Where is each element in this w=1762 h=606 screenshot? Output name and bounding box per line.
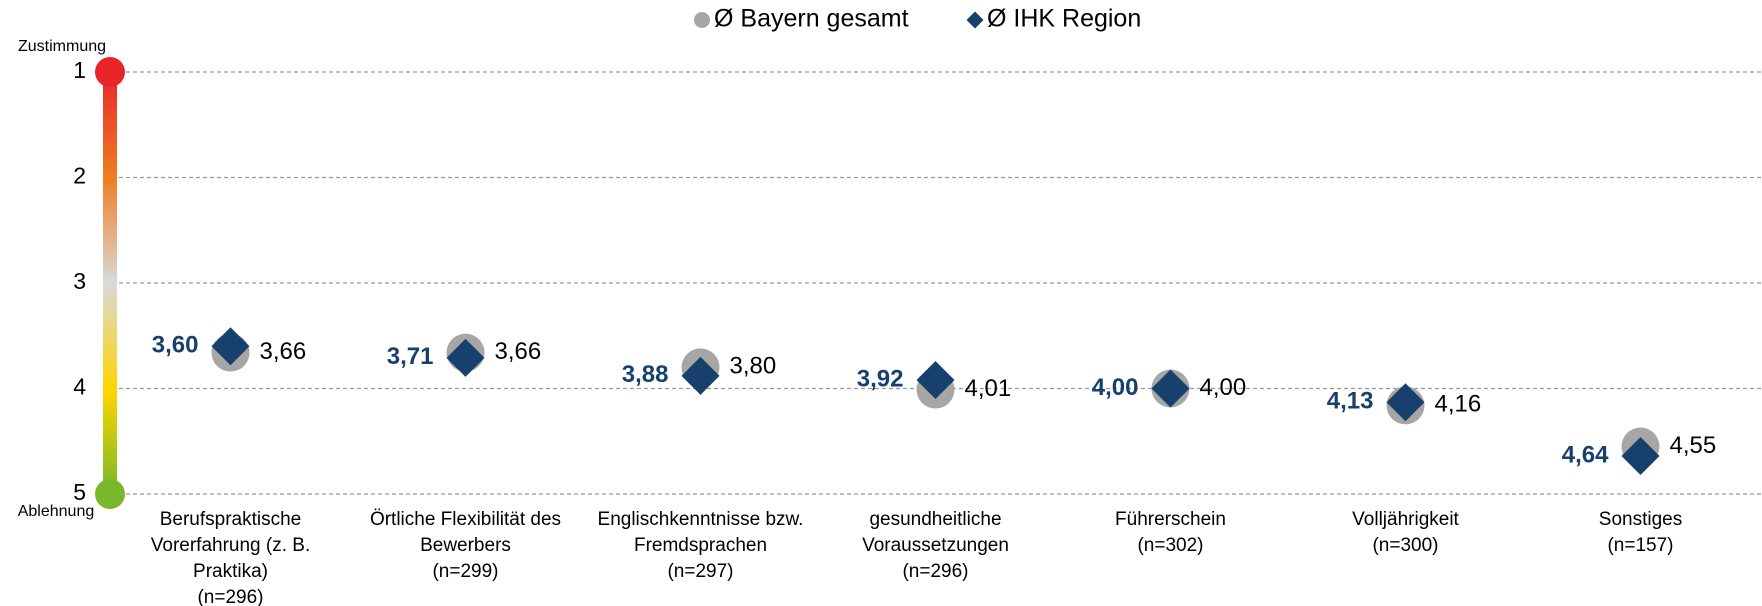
y-tick-label: 4 [73,374,86,400]
region-marker [1621,437,1660,476]
value-label: 3,80 [730,353,777,380]
y-bottom-label: Ablehnung [18,503,95,520]
scale-dot [104,277,116,289]
y-tick-label: 1 [73,57,86,83]
scale-dot [104,382,116,395]
x-tick-label: Berufspraktische [160,509,302,530]
region-marker [916,361,955,400]
x-tick-label: (n=299) [432,561,498,582]
x-tick-label: Praktika) [193,561,268,582]
x-tick-label: (n=302) [1137,535,1203,556]
value-label: 4,00 [1092,374,1139,401]
value-label: 4,00 [1200,374,1247,401]
x-tick-label: (n=297) [667,561,733,582]
value-label: 4,55 [1670,432,1717,459]
legend-marker [694,12,710,28]
x-tick-label: (n=300) [1372,535,1438,556]
region-marker [1151,369,1190,408]
region-marker [1386,383,1425,422]
legend-marker [966,11,984,29]
x-tick-label: gesundheitliche [869,509,1001,530]
x-tick-label: Führerschein [1115,509,1226,530]
legend-label: Ø IHK Region [987,5,1141,33]
x-tick-label: (n=157) [1607,535,1673,556]
value-label: 4,16 [1435,391,1482,418]
x-tick-label: Vorerfahrung (z. B. [151,535,310,556]
scale-end [95,57,125,87]
y-top-label: Zustimmung [18,38,106,55]
region-marker [211,327,250,366]
x-tick-label: Bewerbers [420,535,511,556]
x-tick-label: Volljährigkeit [1352,509,1459,530]
value-label: 3,60 [152,332,199,359]
value-label: 4,13 [1327,388,1374,415]
x-tick-label: Sonstiges [1599,509,1682,530]
value-label: 3,71 [387,343,434,370]
value-label: 3,88 [622,361,669,388]
scale-end [95,479,125,509]
value-label: 4,64 [1562,441,1609,468]
y-tick-label: 3 [73,268,86,294]
y-tick-label: 5 [73,479,86,505]
x-tick-label: Fremdsprachen [634,535,767,556]
x-tick-label: Örtliche Flexibilität des [370,509,561,530]
grid [112,71,1762,495]
value-label: 3,66 [495,338,542,365]
x-tick-label: Voraussetzungen [862,535,1009,556]
legend-label: Ø Bayern gesamt [714,5,909,33]
x-tick-label: (n=296) [197,587,263,606]
value-label: 4,01 [965,375,1012,402]
region-marker [681,356,720,395]
value-label: 3,92 [857,365,904,392]
value-label: 3,66 [260,338,307,365]
x-tick-label: (n=296) [902,561,968,582]
region-marker [446,338,485,377]
y-tick-label: 2 [73,163,86,189]
x-tick-label: Englischkenntnisse bzw. [598,509,804,530]
scale-dot [104,171,116,184]
